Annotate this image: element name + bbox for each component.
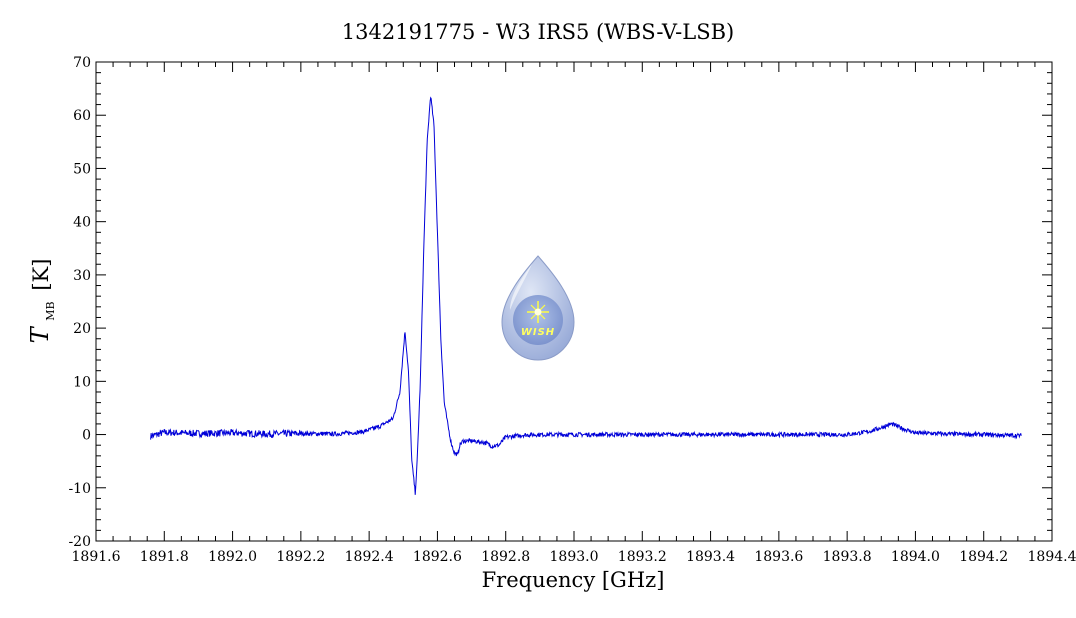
x-tick-label: 1894.0 (891, 549, 940, 565)
y-tick-label: 30 (73, 268, 91, 284)
x-tick-label: 1894.2 (959, 549, 1008, 565)
x-tick-label: 1892.2 (276, 549, 325, 565)
y-axis-label-unit: [K] (29, 259, 53, 291)
y-tick-label: 10 (73, 374, 91, 390)
y-tick-label: -20 (68, 534, 91, 550)
y-tick-label: 20 (73, 321, 91, 337)
x-tick-label: 1892.6 (413, 549, 462, 565)
x-axis-label: Frequency [GHz] (482, 568, 665, 592)
x-tick-label: 1891.6 (72, 549, 121, 565)
y-axis-label-main: T (26, 325, 54, 343)
y-tick-label: 40 (73, 215, 91, 231)
star-icon (527, 301, 549, 323)
x-tick-label: 1893.4 (686, 549, 735, 565)
y-tick-label: 70 (73, 55, 91, 71)
x-tick-label: 1892.8 (481, 549, 530, 565)
x-tick-label: 1893.6 (754, 549, 803, 565)
x-tick-label: 1891.8 (140, 549, 189, 565)
y-tick-label: -10 (68, 481, 91, 497)
wish-logo: WISH (501, 255, 575, 361)
series-layer (150, 96, 1022, 495)
axis-ticks: 1891.6 1891.8 1892.0 1892.2 1892.4 1892.6 1892… (68, 55, 1076, 565)
y-tick-label: 0 (82, 428, 91, 444)
x-tick-label: 1893.2 (618, 549, 667, 565)
x-tick-label: 1894.4 (1028, 549, 1076, 565)
svg-text:T MB [K]: T MB [K] (26, 259, 59, 344)
x-tick-label: 1892.4 (345, 549, 394, 565)
y-axis-label: T MB [K] (26, 259, 59, 344)
y-tick-label: 50 (73, 161, 91, 177)
logo-text: WISH (521, 327, 555, 338)
x-tick-label: 1892.0 (208, 549, 257, 565)
y-axis-label-sub: MB (44, 301, 57, 320)
x-tick-label: 1893.0 (550, 549, 599, 565)
spectrum-line (150, 96, 1022, 495)
y-tick-label: 60 (73, 108, 91, 124)
plot-frame (95, 61, 1053, 542)
drop-highlight (510, 264, 532, 310)
x-tick-label: 1893.8 (823, 549, 872, 565)
chart-title: 1342191775 - W3 IRS5 (WBS-V-LSB) (342, 20, 734, 44)
